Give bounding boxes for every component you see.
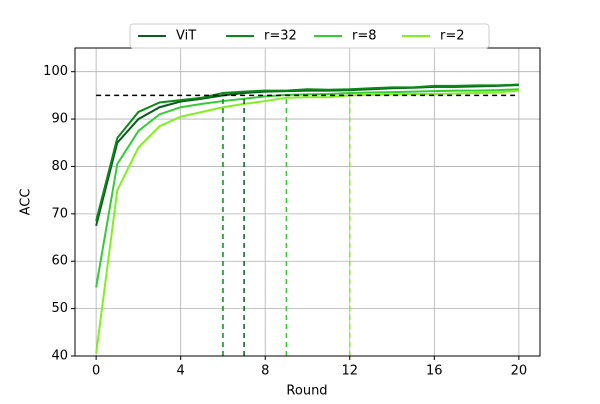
x-tick-label: 20 xyxy=(511,364,528,379)
y-tick-label: 70 xyxy=(51,206,68,221)
series-line xyxy=(95,88,519,288)
y-tick-label: 40 xyxy=(51,349,68,364)
y-tick-label: 80 xyxy=(51,159,68,174)
y-tick-label: 60 xyxy=(51,254,68,269)
y-tick-label: 50 xyxy=(51,301,68,316)
x-tick-label: 0 xyxy=(92,364,100,379)
x-tick-label: 12 xyxy=(341,364,358,379)
legend-label: r=2 xyxy=(440,29,465,44)
series-line xyxy=(95,83,519,226)
x-tick-label: 8 xyxy=(261,364,269,379)
series-line xyxy=(95,89,519,354)
x-tick-label: 16 xyxy=(426,364,443,379)
legend-label: r=32 xyxy=(264,29,297,44)
legend-label: ViT xyxy=(176,29,196,44)
x-tick-label: 4 xyxy=(177,364,185,379)
y-tick-label: 100 xyxy=(43,64,68,79)
legend-label: r=8 xyxy=(352,29,377,44)
y-axis-label: ACC xyxy=(19,189,34,216)
y-tick-label: 90 xyxy=(51,112,68,127)
legend-box xyxy=(129,23,490,49)
x-axis-label: Round xyxy=(286,384,327,399)
series-line xyxy=(95,83,519,222)
